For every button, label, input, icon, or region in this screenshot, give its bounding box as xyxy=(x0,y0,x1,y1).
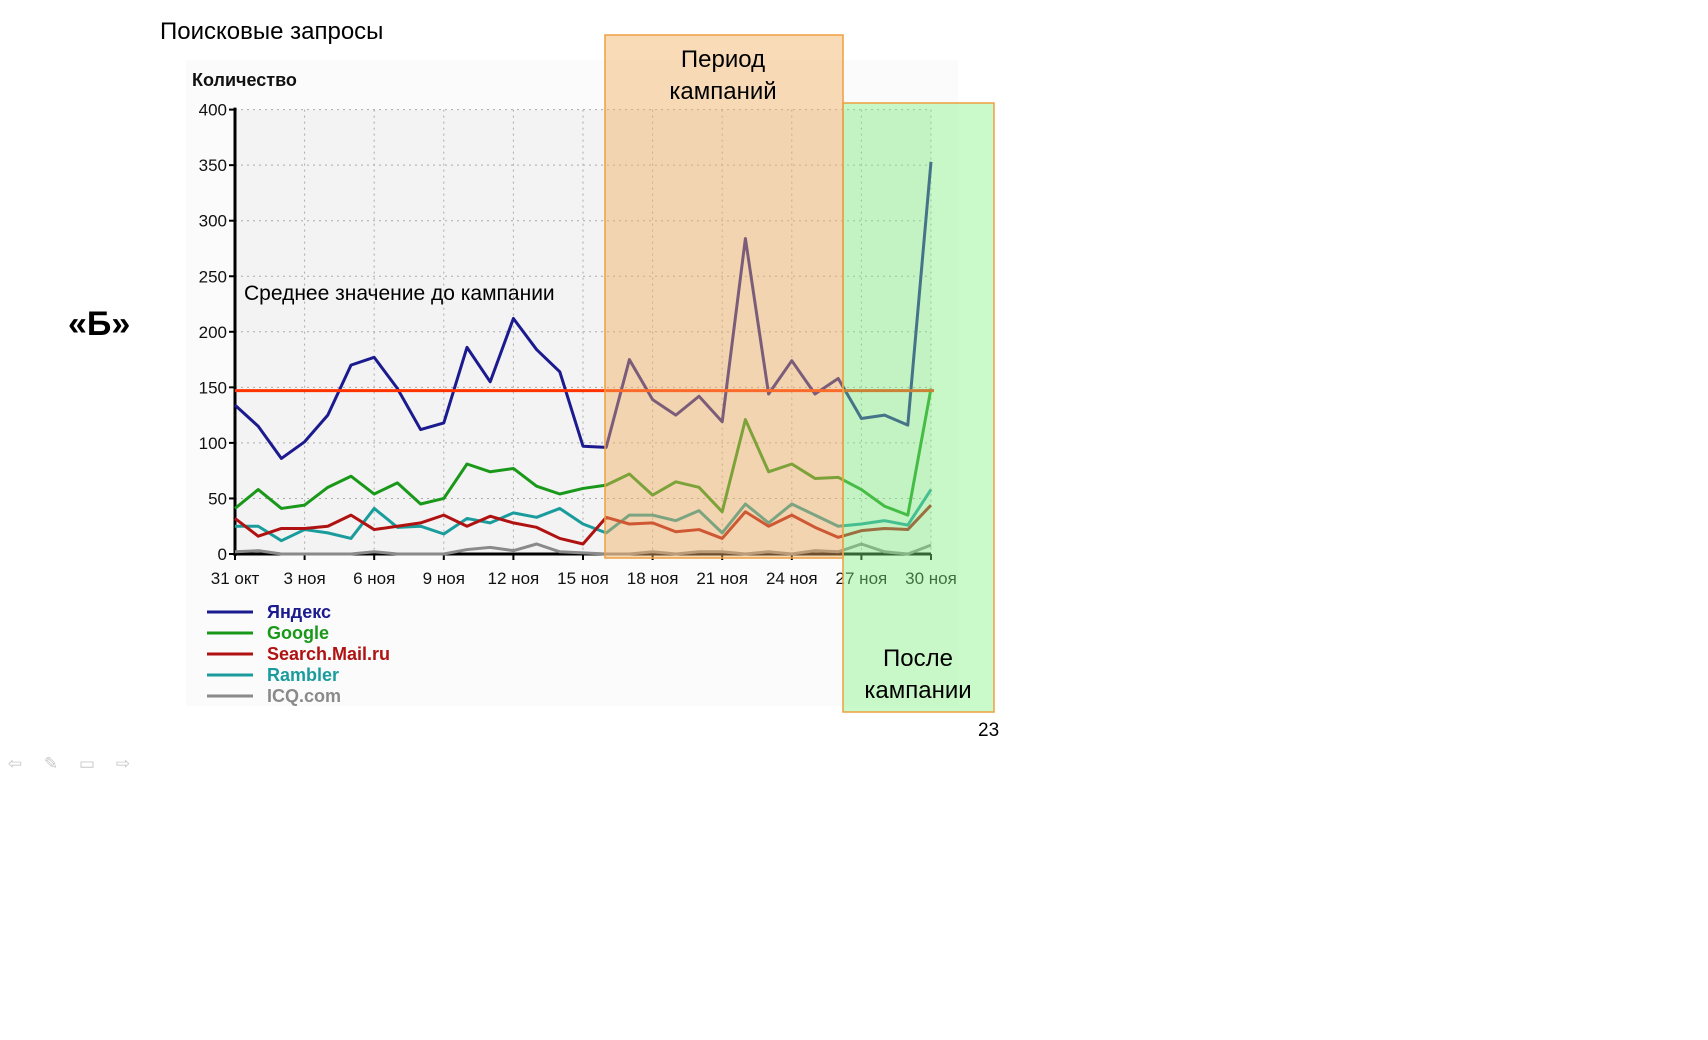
y-tick-label: 250 xyxy=(199,267,227,286)
x-tick-label: 27 ноя xyxy=(836,569,888,588)
average-line-label: Среднее значение до кампании xyxy=(244,282,555,305)
x-tick-label: 30 ноя xyxy=(905,569,957,588)
campaign-period-box xyxy=(604,34,844,559)
legend-item: Search.Mail.ru xyxy=(267,644,390,664)
legend-item: Яндекс xyxy=(267,602,331,622)
legend-item: Google xyxy=(267,623,329,643)
y-tick-label: 400 xyxy=(199,101,227,120)
variant-label: «Б» xyxy=(68,305,131,343)
y-axis-label: Количество xyxy=(192,70,297,90)
legend-item: ICQ.com xyxy=(267,686,341,706)
x-tick-label: 12 ноя xyxy=(488,569,540,588)
x-tick-label: 15 ноя xyxy=(557,569,609,588)
x-tick-label: 21 ноя xyxy=(696,569,748,588)
campaign-period-label: кампаний xyxy=(669,78,776,105)
menu-icon[interactable]: ▭ xyxy=(78,754,96,773)
series-line-search-mail-ru xyxy=(234,504,933,546)
y-tick-label: 50 xyxy=(208,489,227,508)
legend-item: Rambler xyxy=(267,665,339,685)
slide-number: 23 xyxy=(978,720,1000,741)
x-tick-label: 24 ноя xyxy=(766,569,818,588)
y-tick-label: 150 xyxy=(199,378,227,397)
y-tick-label: 0 xyxy=(218,545,227,564)
pen-icon[interactable]: ✎ xyxy=(43,754,59,773)
y-tick-label: 200 xyxy=(199,323,227,342)
x-tick-label: 3 ноя xyxy=(283,569,325,588)
x-tick-label: 6 ноя xyxy=(353,569,395,588)
x-tick-label: 9 ноя xyxy=(423,569,465,588)
after-campaign-label: кампании xyxy=(864,677,971,704)
after-campaign-label: После xyxy=(883,645,953,672)
series-line-яндекс xyxy=(233,161,933,460)
series-line-google xyxy=(234,388,933,517)
x-tick-label: 31 окт xyxy=(211,569,260,588)
y-tick-label: 300 xyxy=(199,212,227,231)
arrow-right-icon[interactable]: ⇨ xyxy=(115,754,131,773)
slide-nav: ⇦ ✎ ▭ ⇨ xyxy=(6,754,132,774)
campaign-period-label: Период xyxy=(681,46,765,73)
arrow-left-icon[interactable]: ⇦ xyxy=(7,754,23,773)
series-line-icq-com xyxy=(234,542,932,556)
y-tick-label: 350 xyxy=(199,156,227,175)
after-campaign-box xyxy=(842,102,995,713)
x-tick-label: 18 ноя xyxy=(627,569,679,588)
y-tick-label: 100 xyxy=(199,434,227,453)
series-line-rambler xyxy=(235,488,933,543)
slide-title: Поисковые запросы xyxy=(160,18,384,45)
